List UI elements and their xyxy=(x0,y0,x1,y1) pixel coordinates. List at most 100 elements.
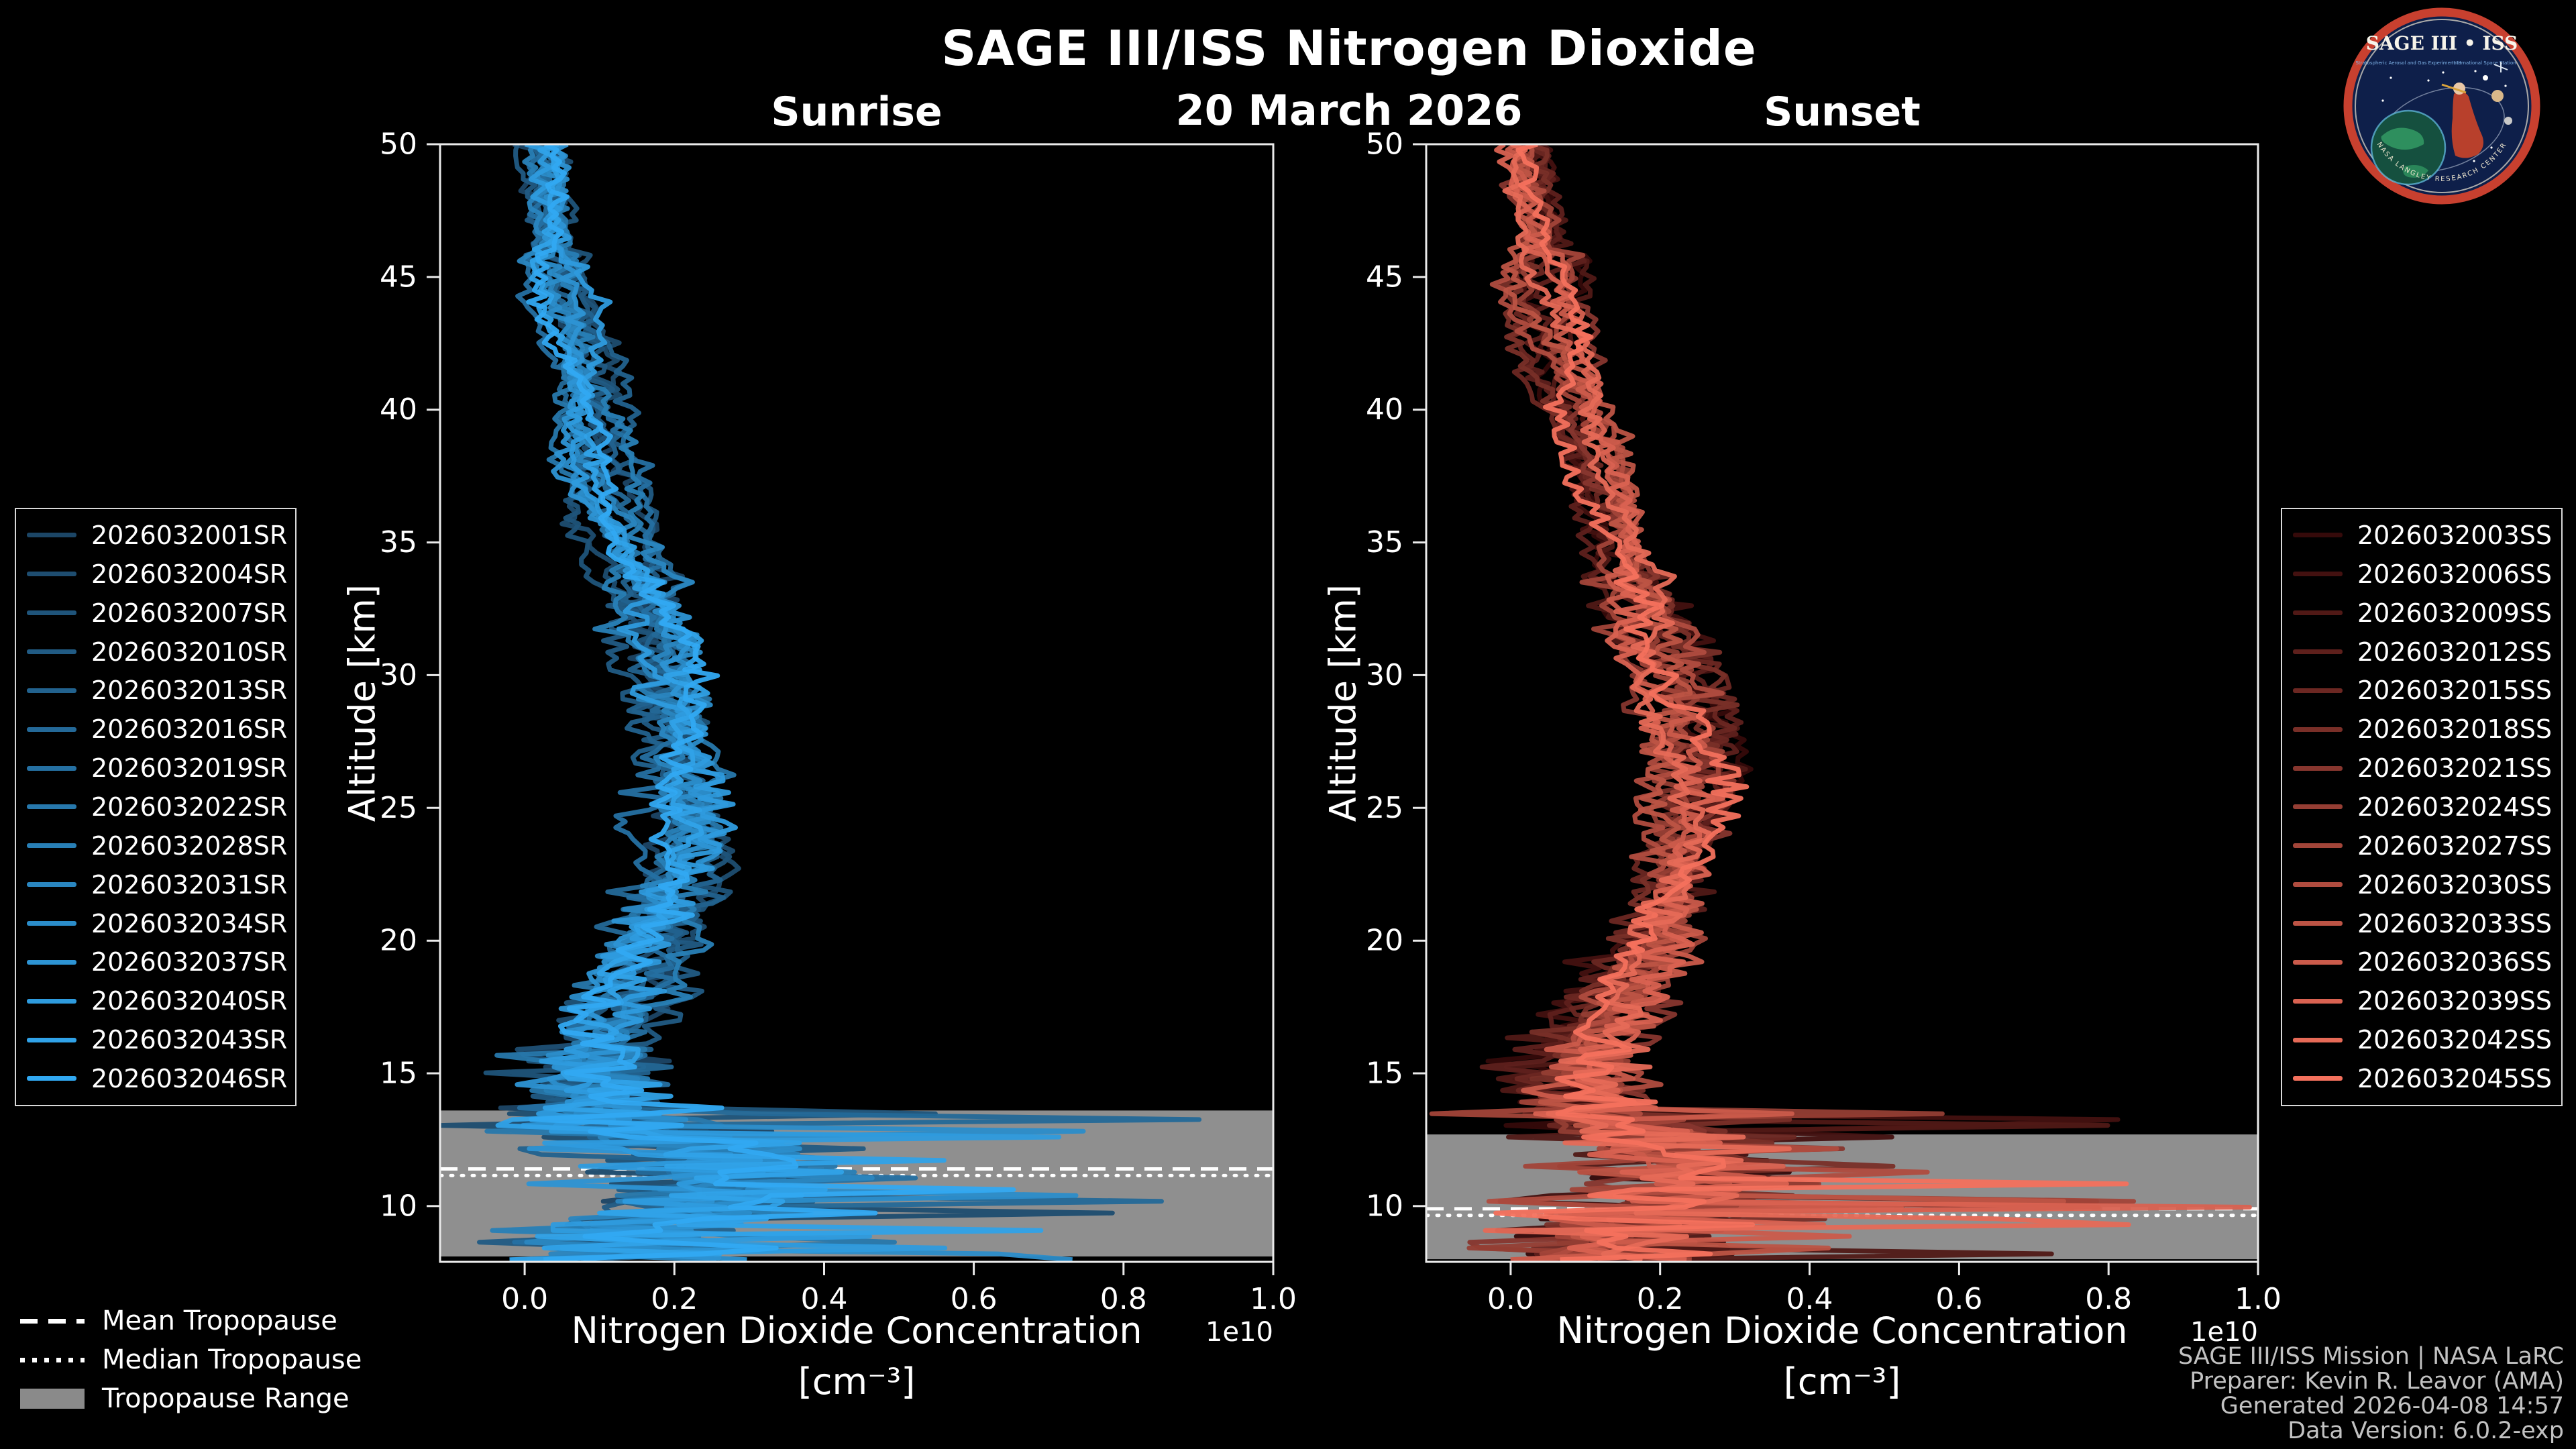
legend-line-swatch xyxy=(27,1037,76,1042)
legend-line-swatch xyxy=(2293,843,2343,849)
legend-label: 2026032015SS xyxy=(2357,676,2553,706)
legend-label: 2026032007SR xyxy=(91,598,288,628)
legend-item: 2026032001SR xyxy=(27,521,287,550)
x-tick-label: 0.0 xyxy=(1487,1282,1534,1316)
legend-item-mean-tropopause: Mean Tropopause xyxy=(20,1305,362,1336)
sunset-profile-2026032039SS xyxy=(1494,144,2252,1262)
legend-label: 2026032030SS xyxy=(2357,869,2553,900)
sage-iii-iss-logo: SAGE III • ISS Stratospheric Aerosol and… xyxy=(2343,7,2540,205)
legend-item-median-tropopause: Median Tropopause xyxy=(20,1344,362,1375)
legend-label: 2026032031SR xyxy=(91,869,288,900)
legend-label: 2026032010SR xyxy=(91,637,288,667)
legend-item: 2026032030SS xyxy=(2293,869,2553,900)
sunrise-legend: 2026032001SR 2026032004SR 2026032007SR 2026… xyxy=(15,508,297,1106)
footer-credits: SAGE III/ISS Mission | NASA LaRC Prepare… xyxy=(2178,1344,2564,1444)
x-tick-label: 0.2 xyxy=(1637,1282,1684,1316)
y-tick-label: 20 xyxy=(1366,924,1403,958)
legend-item: 2026032004SR xyxy=(27,559,287,589)
legend-line-swatch xyxy=(2293,688,2343,693)
legend-item: 2026032015SS xyxy=(2293,676,2553,706)
legend-line-swatch xyxy=(27,959,76,965)
legend-label: 2026032036SS xyxy=(2357,947,2553,977)
y-tick-label: 25 xyxy=(380,791,417,825)
legend-line-swatch xyxy=(2293,1037,2343,1042)
legend-line-swatch xyxy=(27,610,76,616)
x-tick-label: 0.6 xyxy=(951,1282,998,1316)
legend-label: Median Tropopause xyxy=(102,1344,362,1375)
sunset-x-axis-label: Nitrogen Dioxide Concentration xyxy=(1556,1309,2128,1352)
legend-line-swatch xyxy=(27,572,76,577)
legend-label: 2026032009SS xyxy=(2357,598,2553,628)
legend-line-swatch xyxy=(27,843,76,849)
legend-line-swatch xyxy=(2293,959,2343,965)
legend-item: 2026032009SS xyxy=(2293,598,2553,628)
footer-line-generated: Generated 2026-04-08 14:57 xyxy=(2220,1393,2564,1419)
legend-item: 2026032016SR xyxy=(27,714,288,745)
legend-item: 2026032019SR xyxy=(27,753,288,784)
legend-item: 2026032010SR xyxy=(27,637,288,667)
y-tick-label: 15 xyxy=(1366,1057,1403,1091)
legend-line-swatch xyxy=(27,1076,76,1081)
legend-item: 2026032039SS xyxy=(2293,986,2552,1016)
legend-label: 2026032045SS xyxy=(2357,1063,2553,1093)
sunrise-panel-title: Sunrise xyxy=(771,89,943,136)
y-tick-label: 30 xyxy=(380,658,417,692)
legend-line-swatch xyxy=(2293,727,2343,732)
figure-title: SAGE III/ISS Nitrogen Dioxide xyxy=(941,20,1757,76)
sunrise-y-axis-label: Altitude [km] xyxy=(341,584,384,822)
legend-item: 2026032046SR xyxy=(27,1064,287,1093)
sunrise-plot-area xyxy=(440,144,1273,1262)
y-tick-label: 50 xyxy=(1366,127,1403,162)
legend-item: 2026032031SR xyxy=(27,869,288,900)
legend-item: 2026032021SS xyxy=(2293,753,2552,783)
legend-label: 2026032043SR xyxy=(91,1025,288,1055)
sunset-y-axis-label: Altitude [km] xyxy=(1322,584,1364,822)
legend-line-swatch xyxy=(27,998,76,1004)
y-tick-label: 25 xyxy=(1366,791,1403,825)
legend-item: 2026032007SR xyxy=(27,598,288,628)
legend-item: 2026032045SS xyxy=(2293,1063,2553,1093)
figure-date: 20 March 2026 xyxy=(1175,86,1523,135)
sunrise-x-axis-label: Nitrogen Dioxide Concentration xyxy=(571,1309,1142,1352)
sunset-x-offset-label: 1e10 xyxy=(2190,1317,2258,1348)
legend-label: 2026032033SS xyxy=(2357,908,2553,938)
legend-label: 2026032012SS xyxy=(2357,637,2553,667)
legend-item: 2026032043SR xyxy=(27,1025,288,1055)
sunrise-profile-2026032043SR xyxy=(495,144,1044,1262)
y-tick-label: 35 xyxy=(1366,525,1403,559)
logo-subtitle-left: Stratospheric Aerosol and Gas Experiment… xyxy=(2355,60,2461,66)
y-tick-label: 50 xyxy=(380,127,417,162)
x-tick-label: 0.8 xyxy=(1100,1282,1147,1316)
sunset-panel-title: Sunset xyxy=(1764,89,1921,136)
legend-label: 2026032018SS xyxy=(2357,714,2553,745)
y-tick-label: 45 xyxy=(380,260,417,294)
legend-line-swatch xyxy=(2293,998,2343,1004)
legend-item: 2026032037SR xyxy=(27,947,287,977)
legend-label: 2026032016SR xyxy=(91,714,288,745)
footer-line-version: Data Version: 6.0.2-exp xyxy=(2288,1417,2564,1444)
legend-label: 2026032034SR xyxy=(91,908,288,938)
legend-item: 2026032027SS xyxy=(2293,831,2552,861)
sunset-profile-2026032042SS xyxy=(1483,144,2131,1262)
legend-item: 2026032018SS xyxy=(2293,714,2553,745)
legend-label: 2026032022SR xyxy=(91,792,288,822)
y-tick-label: 10 xyxy=(380,1189,417,1223)
sunset-profile-2026032045SS xyxy=(1493,144,2129,1262)
x-tick-label: 0.2 xyxy=(651,1282,698,1316)
legend-line-swatch xyxy=(27,649,76,654)
legend-label: 2026032019SR xyxy=(91,753,288,784)
legend-line-swatch xyxy=(2293,610,2343,616)
legend-item: 2026032036SS xyxy=(2293,947,2553,977)
sunset-profile-2026032030SS xyxy=(1486,144,1930,1262)
stars xyxy=(2381,70,2507,162)
legend-line-swatch xyxy=(27,921,76,926)
legend-line-swatch xyxy=(27,727,76,732)
x-tick-label: 0.4 xyxy=(1786,1282,1833,1316)
sunrise-x-axis-units: [cm⁻³] xyxy=(798,1360,916,1403)
sunrise-profile-2026032034SR xyxy=(533,144,1086,1262)
y-tick-label: 10 xyxy=(1366,1189,1403,1223)
x-tick-label: 1.0 xyxy=(2235,1282,2282,1316)
legend-line-swatch xyxy=(2293,765,2343,771)
sunrise-profile-2026032046SR xyxy=(526,144,1016,1262)
legend-item-tropopause-range: Tropopause Range xyxy=(20,1383,362,1414)
